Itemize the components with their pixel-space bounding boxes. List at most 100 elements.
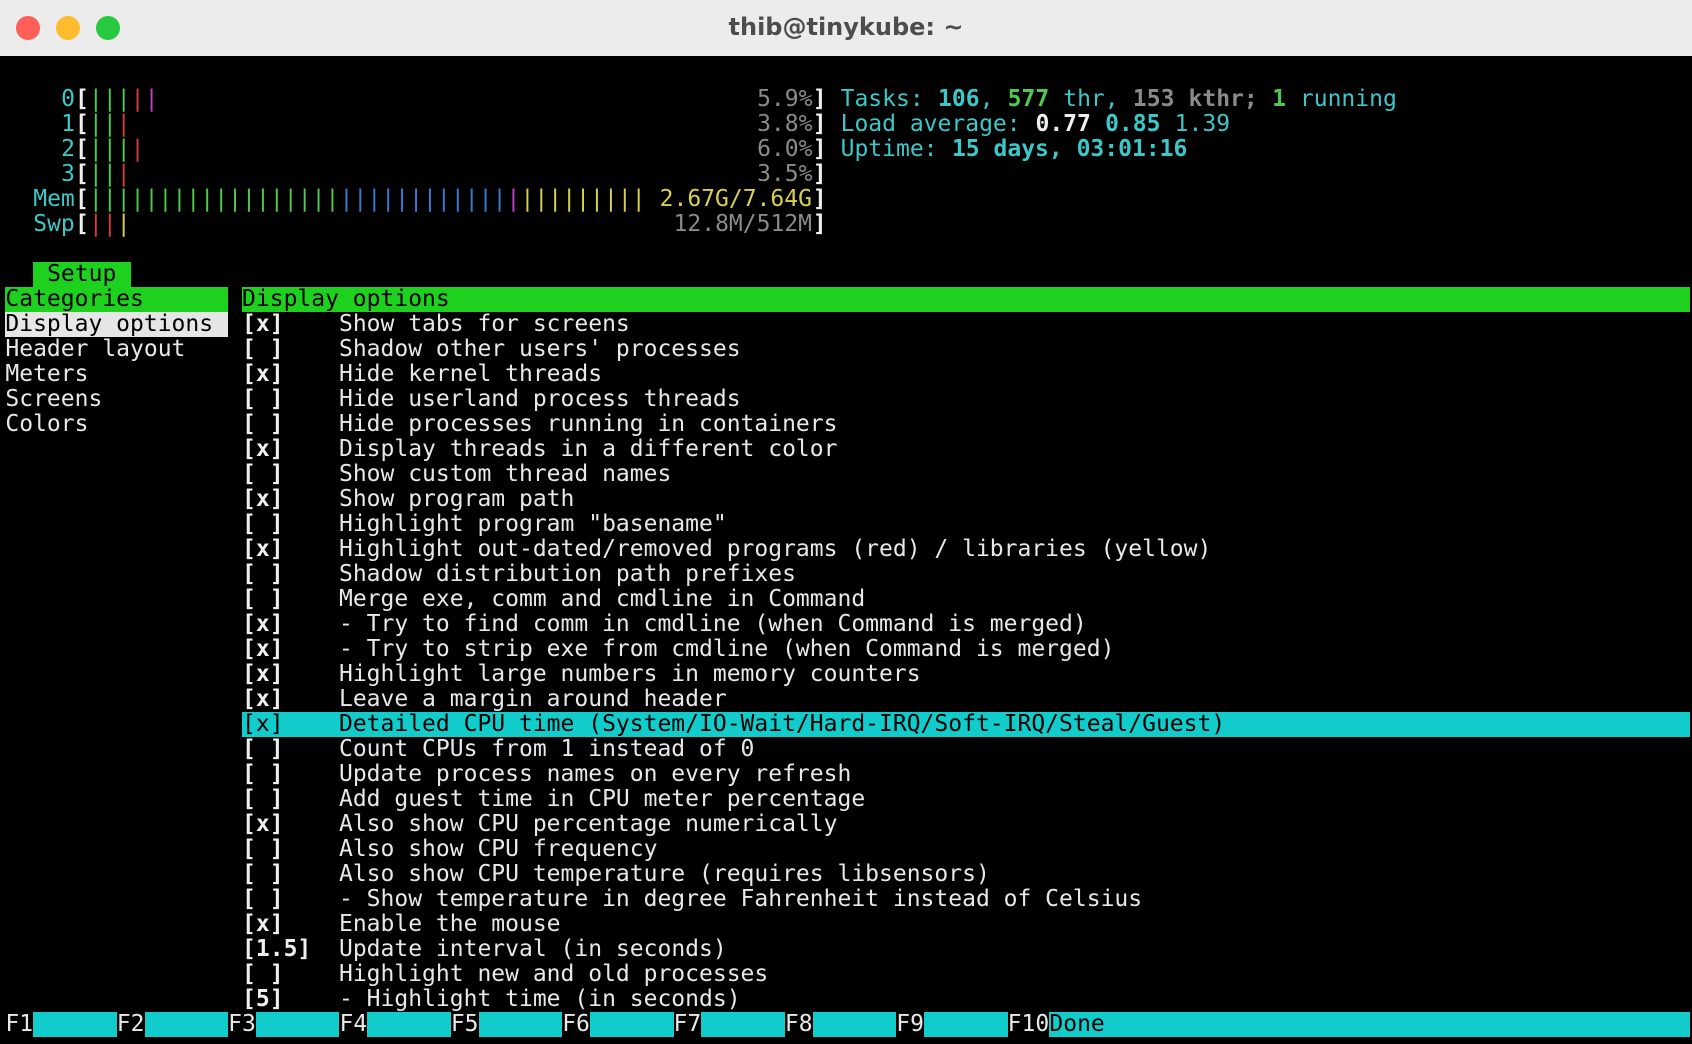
option-row[interactable]: [ ] Add guest time in CPU meter percenta… <box>242 785 865 812</box>
option-row[interactable]: [x] Show tabs for screens <box>242 310 630 337</box>
option-row[interactable]: [x] Also show CPU percentage numerically <box>242 810 837 837</box>
option-checkbox[interactable]: [ ] <box>242 885 284 912</box>
function-key-f7[interactable]: F7 <box>673 1010 702 1037</box>
option-checkbox[interactable]: [ ] <box>242 860 284 887</box>
option-checkbox[interactable]: [ ] <box>242 510 284 537</box>
zoom-button[interactable] <box>96 16 120 40</box>
function-key-label[interactable]: Done <box>1049 1011 1690 1037</box>
option-checkbox[interactable]: [ ] <box>242 385 284 412</box>
option-checkbox[interactable]: [1.5] <box>242 935 312 962</box>
function-key-f9[interactable]: F9 <box>896 1010 924 1037</box>
option-row[interactable]: [ ] Highlight program "basename" <box>242 510 727 537</box>
terminal[interactable]: 0[| | | | | 5.9%] 1[| | | 3.8%] 2[| | | | 6.0%] 3[| | | 3.… <box>0 56 1692 1044</box>
function-key-label[interactable] <box>367 1011 451 1037</box>
option-row[interactable]: [ ] Highlight new and old processes <box>242 960 768 987</box>
option-checkbox[interactable]: [ ] <box>242 835 284 862</box>
option-row[interactable]: [ ] Also show CPU frequency <box>242 835 657 862</box>
function-key-f4[interactable]: F4 <box>339 1010 368 1037</box>
option-checkbox[interactable]: [ ] <box>242 410 284 437</box>
option-row[interactable]: [x] Hide kernel threads <box>242 360 602 387</box>
option-checkbox[interactable]: [ ] <box>242 760 284 787</box>
option-checkbox[interactable]: [x] <box>242 685 284 712</box>
bracket: [ <box>75 210 89 237</box>
function-key-label[interactable] <box>33 1011 117 1037</box>
option-checkbox[interactable]: [x] <box>242 360 284 387</box>
option-checkbox[interactable]: [5] <box>242 985 284 1012</box>
category-screens[interactable]: Screens <box>5 385 103 412</box>
spacer <box>284 886 339 912</box>
option-checkbox[interactable]: [x] <box>242 710 284 737</box>
option-checkbox[interactable]: [ ] <box>242 785 284 812</box>
option-row[interactable]: [x] Display threads in a different color <box>242 435 837 462</box>
option-checkbox[interactable]: [x] <box>242 535 284 562</box>
function-key-f5[interactable]: F5 <box>450 1010 479 1037</box>
meter-bar-segment: | <box>158 185 173 212</box>
option-checkbox[interactable]: [x] <box>242 810 284 837</box>
option-checkbox[interactable]: [x] <box>242 635 284 662</box>
category-display-options[interactable]: Display options <box>5 311 229 337</box>
function-key-f1[interactable]: F1 <box>5 1010 34 1037</box>
option-row[interactable]: [x] Enable the mouse <box>242 910 561 937</box>
meter-bar-segment: | <box>297 185 312 212</box>
category-colors[interactable]: Colors <box>5 410 89 437</box>
option-row[interactable]: [ ] Count CPUs from 1 instead of 0 <box>242 735 754 762</box>
minimize-button[interactable] <box>56 16 80 40</box>
option-checkbox[interactable]: [ ] <box>242 560 284 587</box>
function-key-f2[interactable]: F2 <box>116 1010 145 1037</box>
function-key-label[interactable] <box>812 1011 897 1037</box>
option-checkbox[interactable]: [x] <box>242 660 284 687</box>
function-key-label[interactable] <box>701 1011 785 1037</box>
option-checkbox[interactable]: [x] <box>242 610 284 637</box>
function-key-label[interactable] <box>590 1011 674 1037</box>
option-row[interactable]: [x] Show program path <box>242 485 574 512</box>
option-row[interactable]: [x] Highlight out-dated/removed programs… <box>242 535 1212 562</box>
option-row[interactable]: [x] Leave a margin around header <box>242 685 727 712</box>
function-key-label[interactable] <box>478 1011 563 1037</box>
spacer <box>311 936 339 962</box>
option-row[interactable]: [ ] Hide processes running in containers <box>242 410 837 437</box>
option-row[interactable]: [5] - Highlight time (in seconds) <box>242 985 741 1012</box>
option-row[interactable]: [ ] Also show CPU temperature (requires … <box>242 860 990 887</box>
option-row[interactable]: [x] - Try to strip exe from cmdline (whe… <box>242 635 1114 662</box>
option-row[interactable]: [ ] Shadow distribution path prefixes <box>242 560 796 587</box>
option-checkbox[interactable]: [x] <box>242 435 284 462</box>
option-checkbox[interactable]: [ ] <box>242 735 284 762</box>
option-checkbox[interactable]: [x] <box>242 310 284 337</box>
meter-label: Mem <box>33 185 75 212</box>
option-label: Highlight out-dated/removed programs (re… <box>338 535 1212 562</box>
option-row[interactable]: [ ] Update process names on every refres… <box>242 760 851 787</box>
option-checkbox[interactable]: [ ] <box>242 335 284 362</box>
option-row[interactable]: [ ] Hide userland process threads <box>242 385 741 412</box>
meter-bar-segment: | <box>116 85 131 112</box>
function-key-f10[interactable]: F10 <box>1007 1010 1050 1037</box>
close-button[interactable] <box>16 16 40 40</box>
option-row[interactable]: [1.5] Update interval (in seconds) <box>242 935 727 962</box>
function-key-f3[interactable]: F3 <box>228 1010 256 1037</box>
option-row[interactable]: [ ] - Show temperature in degree Fahrenh… <box>242 885 1142 912</box>
stat-text: kthr; <box>1174 85 1272 112</box>
function-key-label[interactable] <box>144 1011 229 1037</box>
function-key-f8[interactable]: F8 <box>784 1010 813 1037</box>
option-checkbox[interactable]: [ ] <box>242 585 284 612</box>
option-row[interactable]: [ ] Show custom thread names <box>242 460 671 487</box>
function-key-label[interactable] <box>255 1011 340 1037</box>
tab-setup[interactable]: Setup <box>33 261 131 287</box>
option-row[interactable]: [ ] Shadow other users' processes <box>242 335 741 362</box>
option-row[interactable]: [x] Highlight large numbers in memory co… <box>242 660 921 687</box>
bracket: ] <box>812 185 827 212</box>
bracket: [ <box>75 110 89 137</box>
category-meters[interactable]: Meters <box>5 360 89 387</box>
option-checkbox[interactable]: [x] <box>242 485 284 512</box>
option-checkbox[interactable]: [ ] <box>242 460 284 487</box>
option-row[interactable]: [ ] Merge exe, comm and cmdline in Comma… <box>242 585 865 612</box>
spacer <box>284 761 339 787</box>
option-row[interactable]: [x] Detailed CPU time (System/IO-Wait/Ha… <box>242 710 1690 737</box>
meter-bar-segment: | <box>102 135 117 162</box>
option-checkbox[interactable]: [x] <box>242 910 284 937</box>
category-header-layout[interactable]: Header layout <box>5 335 186 362</box>
function-key-f6[interactable]: F6 <box>562 1010 590 1037</box>
function-key-label[interactable] <box>924 1011 1008 1037</box>
option-checkbox[interactable]: [ ] <box>242 960 284 987</box>
spacer <box>284 336 339 362</box>
option-row[interactable]: [x] - Try to find comm in cmdline (when … <box>242 610 1087 637</box>
